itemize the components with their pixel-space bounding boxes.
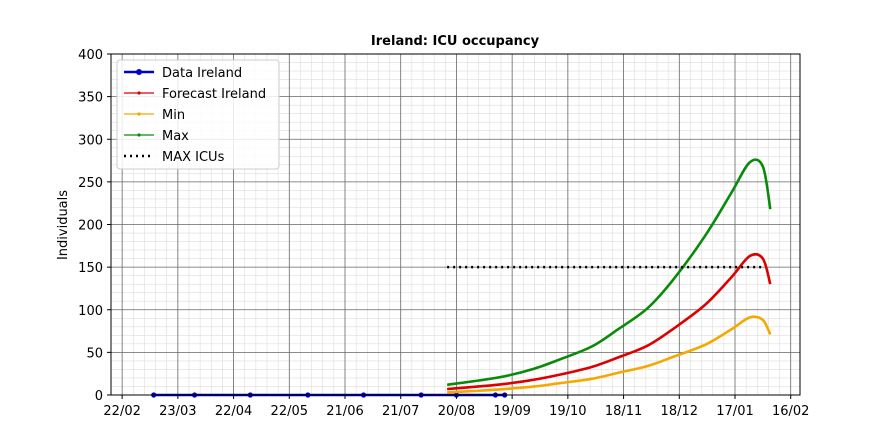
legend-box <box>116 59 280 170</box>
legend-label-max-icus: MAX ICUs <box>162 150 225 165</box>
series-line-forecast-ireland <box>447 252 772 391</box>
y-axis-label: Individuals <box>56 190 71 260</box>
legend-marker-data-ireland <box>136 69 142 75</box>
x-tick-label: 21/06 <box>326 404 363 419</box>
legend-label-forecast-ireland: Forecast Ireland <box>162 87 266 102</box>
x-tick-label: 16/02 <box>772 404 809 419</box>
y-axis: 0 50 100 150 200 250 300 350 400 <box>78 48 111 404</box>
series-line-max <box>446 158 772 387</box>
x-tick-label: 22/04 <box>215 404 252 419</box>
legend-label-max: Max <box>162 129 189 144</box>
x-tick-label: 22/05 <box>271 404 308 419</box>
y-tick-label: 300 <box>78 133 103 148</box>
y-tick-label: 400 <box>78 48 103 63</box>
x-tick-label: 22/02 <box>103 404 140 419</box>
y-tick-label: 350 <box>78 91 103 106</box>
x-tick-label: 19/09 <box>493 404 530 419</box>
x-axis: 22/02 23/03 22/04 22/05 21/06 21/07 20/08 19/09… <box>103 395 809 419</box>
x-tick-label: 17/01 <box>716 404 753 419</box>
series-line-min <box>447 315 772 394</box>
y-tick-label: 150 <box>78 261 103 276</box>
legend-marker-max <box>137 133 141 137</box>
x-tick-label: 20/08 <box>438 404 475 419</box>
legend-marker-forecast-ireland <box>137 91 141 95</box>
x-tick-label: 19/10 <box>549 404 586 419</box>
y-tick-label: 0 <box>95 389 103 404</box>
legend-label-data-ireland: Data Ireland <box>162 66 242 81</box>
y-tick-label: 250 <box>78 176 103 191</box>
x-tick-label: 18/11 <box>605 404 642 419</box>
x-tick-label: 23/03 <box>159 404 196 419</box>
x-tick-label: 18/12 <box>661 404 698 419</box>
y-tick-label: 100 <box>78 304 103 319</box>
chart-title: Ireland: ICU occupancy <box>371 34 540 49</box>
x-tick-label: 21/07 <box>382 404 419 419</box>
y-tick-label: 50 <box>86 346 103 361</box>
legend-marker-min <box>137 112 141 116</box>
y-tick-label: 200 <box>78 219 103 234</box>
legend: Data Ireland Forecast Ireland Min Max MAX IC… <box>116 59 280 170</box>
legend-label-min: Min <box>162 108 185 123</box>
